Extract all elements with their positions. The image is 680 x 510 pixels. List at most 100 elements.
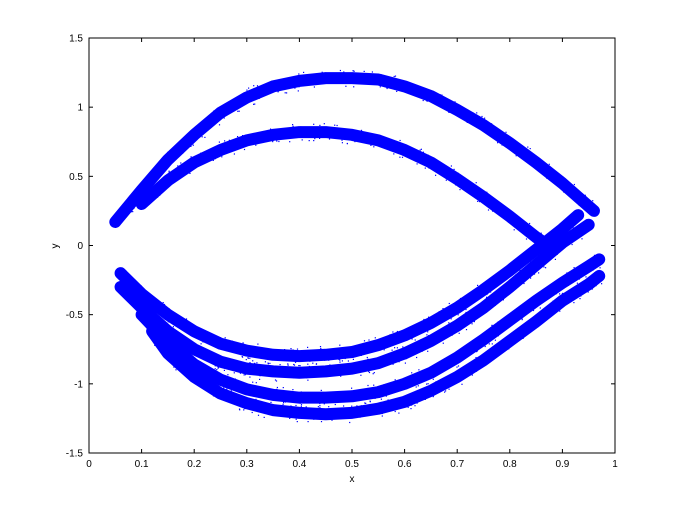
data-point [198, 131, 201, 133]
data-point [403, 387, 405, 389]
data-point [320, 389, 322, 391]
data-point [494, 286, 496, 288]
data-point [387, 336, 389, 338]
data-point [315, 363, 317, 365]
data-point [590, 285, 592, 287]
data-point [432, 369, 434, 371]
data-point [427, 350, 429, 352]
data-point [292, 130, 294, 132]
data-point [181, 356, 183, 358]
data-point [211, 383, 213, 385]
data-point [272, 409, 275, 412]
data-point [257, 141, 259, 143]
data-point [546, 177, 548, 179]
data-point [429, 339, 432, 342]
data-point [535, 236, 538, 239]
data-point [363, 137, 365, 139]
data-point [238, 408, 241, 410]
data-point [551, 170, 554, 172]
data-point [419, 332, 421, 334]
data-point [244, 408, 246, 410]
data-point [364, 136, 367, 138]
data-point [347, 365, 349, 367]
data-point [488, 298, 491, 300]
data-point [125, 279, 127, 281]
data-point [557, 235, 559, 237]
data-point [515, 281, 518, 283]
data-point [528, 309, 530, 311]
data-point [343, 71, 345, 73]
data-point [392, 363, 394, 365]
data-point [306, 355, 308, 357]
data-point [160, 327, 162, 329]
data-point [223, 369, 225, 371]
data-point [304, 128, 306, 130]
data-point [465, 329, 468, 331]
data-point [500, 286, 502, 288]
data-point [264, 85, 266, 87]
data-point [183, 164, 185, 166]
data-point [307, 421, 309, 423]
data-point [148, 308, 150, 310]
data-point [494, 304, 496, 306]
data-point [519, 332, 521, 334]
data-point [319, 133, 321, 135]
data-point [555, 293, 557, 295]
data-point [508, 286, 511, 288]
data-point [515, 155, 517, 157]
data-point [132, 290, 134, 292]
data-point [453, 303, 455, 305]
data-point [576, 282, 578, 284]
data-point [121, 215, 123, 218]
data-point [395, 140, 397, 142]
data-point [540, 251, 542, 253]
data-point [214, 368, 216, 370]
data-point [369, 401, 371, 403]
data-point [229, 394, 231, 396]
data-point [561, 224, 564, 227]
data-point [579, 268, 581, 270]
data-point [474, 118, 476, 120]
data-point [572, 221, 574, 223]
data-point [346, 142, 348, 145]
data-point [340, 375, 342, 377]
data-point [365, 75, 367, 77]
data-point [540, 232, 542, 234]
data-point [129, 302, 131, 304]
y-tick-label: -1.5 [66, 449, 84, 460]
data-point [172, 172, 174, 174]
data-point [182, 346, 184, 348]
data-point [135, 193, 137, 195]
data-point [588, 288, 590, 290]
data-point [491, 324, 493, 327]
data-point [173, 354, 175, 356]
data-point [432, 396, 434, 398]
data-point [573, 183, 575, 186]
data-point [132, 211, 134, 213]
data-point [373, 146, 375, 148]
data-point [529, 222, 531, 225]
data-point [338, 394, 340, 396]
data-point [429, 92, 431, 94]
data-point [337, 364, 340, 366]
data-point [528, 263, 530, 266]
y-tick-label: 1.5 [69, 34, 83, 45]
data-point [508, 324, 510, 326]
data-point [272, 370, 275, 373]
data-point [346, 413, 348, 416]
data-point [493, 349, 495, 351]
data-point [297, 90, 299, 92]
data-point [286, 390, 288, 392]
data-point [339, 361, 341, 363]
data-point [421, 392, 423, 394]
data-point [204, 376, 206, 378]
data-point [575, 231, 577, 233]
data-point [520, 221, 522, 223]
data-point [334, 400, 336, 402]
data-point [291, 86, 293, 89]
data-point [416, 383, 418, 385]
data-point [538, 166, 540, 169]
data-point [372, 373, 374, 375]
data-point [400, 330, 402, 332]
